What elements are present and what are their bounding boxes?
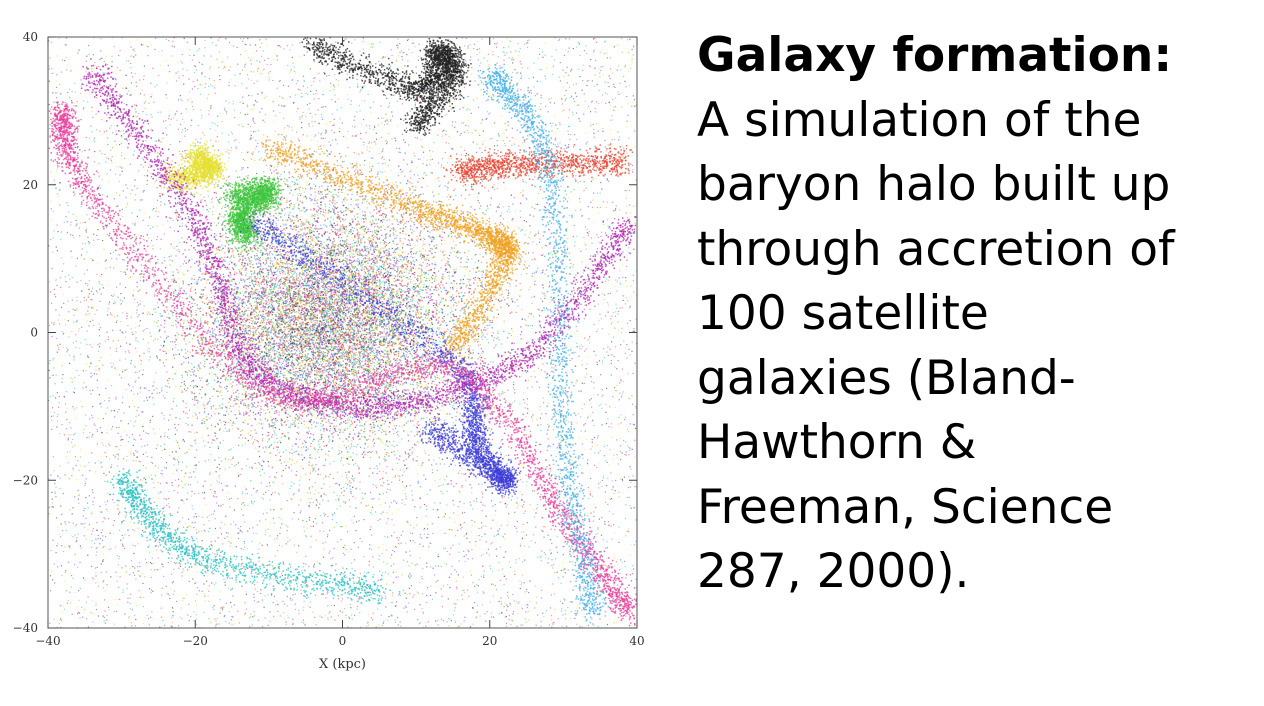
- stream-series-0: [301, 37, 472, 137]
- x-tick-label: −20: [183, 634, 208, 648]
- x-tick-label: 0: [339, 634, 347, 648]
- stream-series-7: [48, 101, 637, 627]
- stream-series-8: [477, 63, 612, 624]
- scatter-plot-svg: −40 −20 0 20 40 −40 −20 0 20 40 X (kpc): [13, 30, 645, 672]
- caption-line: 287, 2000).: [697, 540, 1257, 605]
- y-tick-label: −40: [13, 621, 38, 635]
- caption-line: galaxies (Bland-: [697, 347, 1257, 412]
- caption-line: Hawthorn &: [697, 411, 1257, 476]
- x-tick-label: 40: [629, 634, 644, 648]
- stream-series-4: [261, 133, 527, 363]
- stream-series-1: [217, 175, 299, 255]
- stream-series-9: [106, 466, 401, 605]
- caption-line: Freeman, Science: [697, 476, 1257, 541]
- caption-title: Galaxy formation:: [697, 24, 1257, 89]
- x-tick-label: 20: [482, 634, 497, 648]
- halo-core-stars: [54, 118, 609, 562]
- caption-line: 100 satellite: [697, 282, 1257, 347]
- y-tick-label: 20: [23, 178, 38, 192]
- stream-series-2: [150, 140, 228, 195]
- x-tick-label: −40: [35, 634, 60, 648]
- y-tick-label: 0: [30, 326, 38, 340]
- caption-line: through accretion of: [697, 218, 1257, 283]
- caption-line: A simulation of the: [697, 89, 1257, 154]
- y-tick-label: −20: [13, 473, 38, 487]
- plot-area: [48, 37, 637, 628]
- y-tick-label: 40: [23, 30, 38, 44]
- caption-line: baryon halo built up: [697, 153, 1257, 218]
- simulation-plot: −40 −20 0 20 40 −40 −20 0 20 40 X (kpc): [13, 30, 645, 672]
- x-axis-label: X (kpc): [319, 657, 366, 672]
- slide-caption: Galaxy formation: A simulation of the ba…: [697, 24, 1257, 605]
- stream-series-3: [443, 139, 634, 191]
